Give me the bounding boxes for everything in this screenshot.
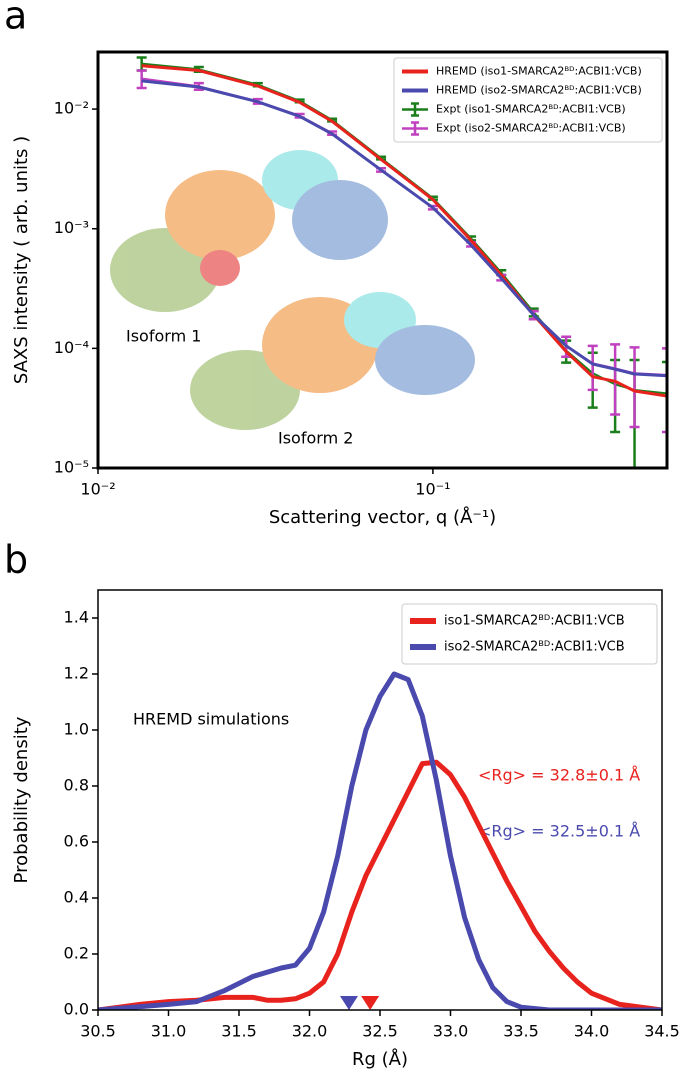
legend-label: HREMD (iso2-SMARCA2ᴮᴰ:ACBI1:VCB) (436, 84, 642, 97)
y-tick-label: 0.6 (64, 832, 89, 851)
x-tick-label: 32.0 (292, 1022, 328, 1041)
x-tick-label: 31.5 (221, 1022, 257, 1041)
y-tick-label: 1.0 (64, 720, 89, 739)
y-tick-label: 0.4 (64, 888, 89, 907)
legend-box (401, 603, 658, 665)
x-tick-label: 30.5 (80, 1022, 116, 1041)
y-tick-label: 0.0 (64, 1000, 89, 1019)
panel-label: b (4, 538, 28, 582)
x-tick-label: 10⁻² (80, 480, 115, 499)
x-tick-label: 34.0 (574, 1022, 610, 1041)
rg-marker (339, 996, 358, 1010)
structure-isoform-2 (190, 292, 475, 430)
x-tick-label: 33.0 (433, 1022, 469, 1041)
y-axis-label: SAXS intensity ( arb. units ) (11, 136, 32, 384)
y-tick-label: 1.4 (64, 608, 89, 627)
error-bar (610, 343, 621, 416)
y-axis-label: Probability density (11, 716, 32, 883)
legend-label: HREMD (iso1-SMARCA2ᴮᴰ:ACBI1:VCB) (436, 65, 642, 78)
series-line (98, 759, 662, 1010)
error-bar (136, 69, 147, 90)
error-bar (587, 344, 598, 392)
legend-label: Expt (iso2-SMARCA2ᴮᴰ:ACBI1:VCB) (436, 122, 626, 135)
x-tick-label: 32.5 (362, 1022, 398, 1041)
y-tick-label: 0.8 (64, 776, 89, 795)
x-axis-label: Scattering vector, q (Å⁻¹) (269, 506, 496, 528)
legend-box (393, 57, 663, 143)
x-axis-label: Rg (Å) (352, 1048, 408, 1070)
error-bar (629, 346, 640, 429)
y-tick-label: 0.2 (64, 944, 89, 963)
annotation: <Rg> = 32.5±0.1 Å (478, 822, 640, 841)
error-bar (662, 347, 667, 434)
plot-area (98, 671, 662, 1010)
y-tick-label: 10⁻³ (54, 218, 89, 237)
x-tick-label: 33.5 (503, 1022, 539, 1041)
x-tick-label: 10⁻¹ (415, 480, 450, 499)
annotation: Isoform 1 (126, 327, 201, 346)
x-tick-label: 31.0 (151, 1022, 187, 1041)
plot-frame (97, 589, 663, 1011)
legend-swatch (402, 121, 428, 136)
y-tick-label: 10⁻² (54, 99, 89, 118)
rg-marker (361, 996, 380, 1010)
annotation: <Rg> = 32.8±0.1 Å (478, 766, 640, 785)
y-tick-label: 10⁻⁵ (54, 458, 89, 477)
series-line (141, 64, 667, 398)
plot-area (136, 56, 667, 468)
panel-label: a (4, 0, 27, 38)
legend-label: iso2-SMARCA2ᴮᴰ:ACBI1:VCB (444, 640, 625, 655)
series-line (98, 671, 662, 1010)
legend-label: Expt (iso1-SMARCA2ᴮᴰ:ACBI1:VCB) (436, 103, 626, 116)
x-tick-label: 34.5 (644, 1022, 680, 1041)
structure-isoform-1 (110, 150, 388, 312)
legend-swatch (402, 102, 428, 117)
y-tick-label: 10⁻⁴ (54, 338, 89, 357)
plot-frame (96, 50, 669, 470)
error-bar (662, 360, 667, 468)
series-line (141, 79, 667, 378)
y-tick-label: 1.2 (64, 664, 89, 683)
legend-label: iso1-SMARCA2ᴮᴰ:ACBI1:VCB (444, 614, 625, 629)
annotation: HREMD simulations (133, 710, 289, 729)
annotation: Isoform 2 (278, 429, 353, 448)
